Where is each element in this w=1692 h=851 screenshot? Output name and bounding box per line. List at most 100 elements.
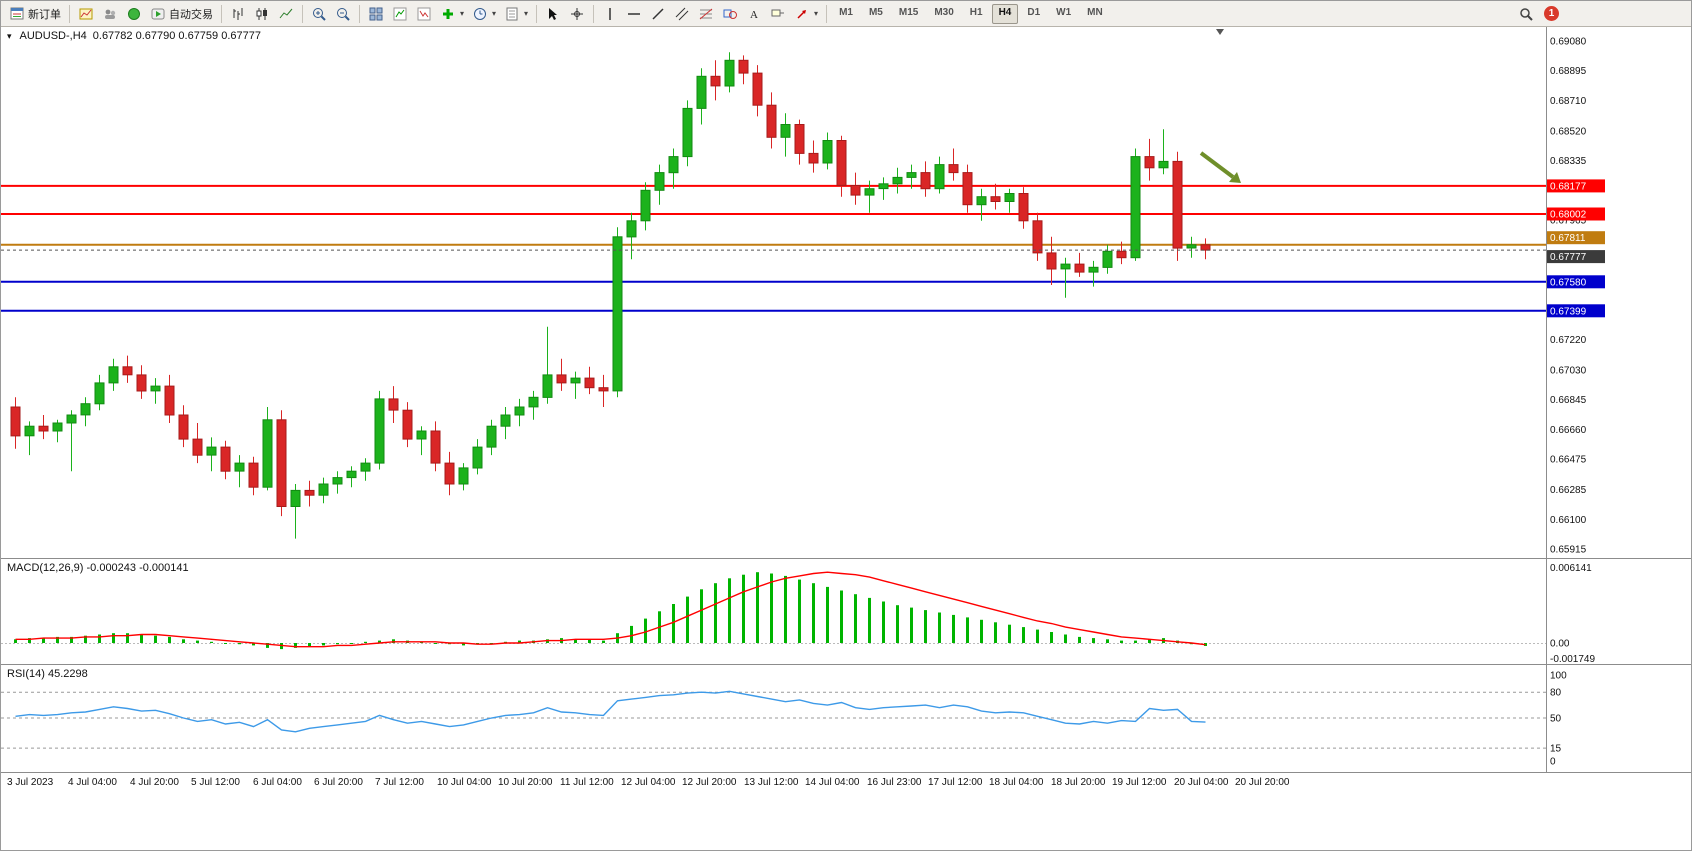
- macd-histogram-bar: [798, 579, 801, 643]
- macd-panel: 0.006141 0.00 -0.001749 MACD(12,26,9) -0.0…: [1, 558, 1691, 664]
- svg-text:0.67811: 0.67811: [1550, 233, 1586, 244]
- macd-histogram-bar: [924, 610, 927, 643]
- macd-histogram-bar: [1078, 636, 1081, 643]
- macd-histogram-bar: [266, 643, 269, 648]
- timeframe-M1-button[interactable]: M1: [839, 6, 853, 18]
- line-chart-icon: [279, 8, 293, 18]
- dropdown-caret-icon[interactable]: ▾: [524, 9, 529, 18]
- candle: [1144, 156, 1155, 169]
- macd-histogram-bar: [70, 636, 73, 643]
- rsi-canvas[interactable]: 100 80 50 15 0: [1, 665, 1692, 772]
- crosshair-button[interactable]: [565, 3, 589, 25]
- time-label: 5 Jul 12:00: [191, 777, 240, 788]
- trendline-button[interactable]: [646, 3, 670, 25]
- macd-label: MACD(12,26,9) -0.000243 -0.000141: [7, 562, 189, 574]
- candle: [626, 220, 637, 238]
- fibonacci-button[interactable]: [694, 3, 718, 25]
- macd-histogram-bar: [14, 639, 17, 643]
- candle: [276, 419, 287, 507]
- svg-text:0.68177: 0.68177: [1550, 181, 1587, 192]
- horizontal-line-button[interactable]: [622, 3, 646, 25]
- candle: [150, 385, 161, 392]
- candle: [920, 172, 931, 190]
- time-label: 4 Jul 04:00: [68, 777, 117, 788]
- bar-chart-button[interactable]: [226, 3, 250, 25]
- profiles-button[interactable]: [98, 3, 122, 25]
- macd-histogram-bar: [56, 636, 59, 643]
- time-label: 11 Jul 12:00: [560, 777, 614, 788]
- candle: [1088, 266, 1099, 273]
- macd-histogram-bar: [854, 594, 857, 643]
- candle: [948, 164, 959, 174]
- axis-label: 100: [1550, 671, 1567, 682]
- dropdown-caret-icon[interactable]: ▾: [460, 9, 465, 18]
- templates-button[interactable]: ▾: [500, 3, 532, 25]
- new-chart-button[interactable]: [74, 3, 98, 25]
- macd-histogram-bar: [336, 643, 339, 645]
- price-chart-canvas[interactable]: 0.69080 0.68895 0.68710 0.68520 0.68335 0.679…: [1, 27, 1692, 558]
- candle: [710, 75, 721, 87]
- axis-label: 50: [1550, 714, 1562, 725]
- notification-badge[interactable]: 1: [1544, 6, 1559, 21]
- indicators-button[interactable]: [388, 3, 412, 25]
- label-button[interactable]: [766, 3, 790, 25]
- time-label: 6 Jul 20:00: [314, 777, 363, 788]
- timeframe-D1-button[interactable]: D1: [1027, 6, 1041, 18]
- macd-histogram-bar: [182, 639, 185, 643]
- candle: [640, 189, 651, 222]
- objects-button[interactable]: [412, 3, 436, 25]
- dropdown-caret-icon[interactable]: ▾: [814, 9, 819, 18]
- dropdown-caret-icon[interactable]: ▾: [492, 9, 497, 18]
- add-indicator-icon: [443, 8, 453, 19]
- autotrading-button[interactable]: 自动交易: [146, 3, 217, 25]
- green-arrow-annotation[interactable]: [1199, 151, 1241, 183]
- macd-histogram-bar: [910, 607, 913, 643]
- search-button[interactable]: [1514, 3, 1538, 25]
- zoom-in-button[interactable]: [307, 3, 331, 25]
- channel-icon: [675, 7, 689, 20]
- channel-button[interactable]: [670, 3, 694, 25]
- tile-windows-button[interactable]: [364, 3, 388, 25]
- zoom-out-icon: [337, 7, 350, 21]
- vertical-line-button[interactable]: [598, 3, 622, 25]
- chart-shift-marker[interactable]: [1216, 29, 1224, 35]
- candlestick-chart-button[interactable]: [250, 3, 274, 25]
- timeframe-H4-button[interactable]: H4: [991, 3, 1019, 24]
- market-watch-button[interactable]: [122, 3, 146, 25]
- time-axis[interactable]: 3 Jul 2023 4 Jul 04:00 4 Jul 20:00 5 Jul 12…: [1, 772, 1691, 793]
- line-chart-button[interactable]: [274, 3, 298, 25]
- macd-histogram-bar: [168, 636, 171, 643]
- macd-canvas[interactable]: 0.006141 0.00 -0.001749: [1, 559, 1692, 664]
- macd-histogram-bar: [980, 619, 983, 643]
- candle: [164, 385, 175, 416]
- chart-symbol-period: AUDUSD-,H4: [19, 30, 87, 42]
- timeframe-W1-button[interactable]: W1: [1056, 6, 1072, 18]
- timeframe-M30-button[interactable]: M30: [934, 6, 954, 18]
- candle: [318, 483, 329, 496]
- one-click-trading-toggle[interactable]: ▾: [7, 30, 12, 41]
- macd-histogram-bar: [840, 590, 843, 643]
- timeframe-H1-button[interactable]: H1: [969, 6, 983, 18]
- shapes-button[interactable]: [718, 3, 742, 25]
- candle: [612, 236, 623, 392]
- macd-histogram-bar: [28, 638, 31, 643]
- macd-histogram-bar: [714, 583, 717, 643]
- candle: [500, 414, 511, 427]
- period-button[interactable]: ▾: [468, 3, 500, 25]
- indicators-icon: [393, 7, 407, 20]
- period-icon: [474, 7, 487, 20]
- text-button[interactable]: A: [742, 3, 766, 25]
- time-label: 4 Jul 20:00: [130, 777, 179, 788]
- axis-label: 0.67220: [1550, 335, 1587, 346]
- add-indicator-button[interactable]: ▾: [436, 3, 468, 25]
- cursor-button[interactable]: [541, 3, 565, 25]
- price-badge-0.68002: 0.68002: [1547, 207, 1605, 221]
- new-order-button[interactable]: 新订单: [5, 3, 65, 25]
- zoom-out-button[interactable]: [331, 3, 355, 25]
- macd-histogram-bar: [686, 596, 689, 643]
- timeframe-MN-button[interactable]: MN: [1087, 6, 1103, 18]
- arrows-button[interactable]: ▾: [790, 3, 822, 25]
- macd-histogram-bar: [42, 638, 45, 643]
- timeframe-M5-button[interactable]: M5: [868, 6, 883, 18]
- timeframe-M15-button[interactable]: M15: [898, 6, 919, 18]
